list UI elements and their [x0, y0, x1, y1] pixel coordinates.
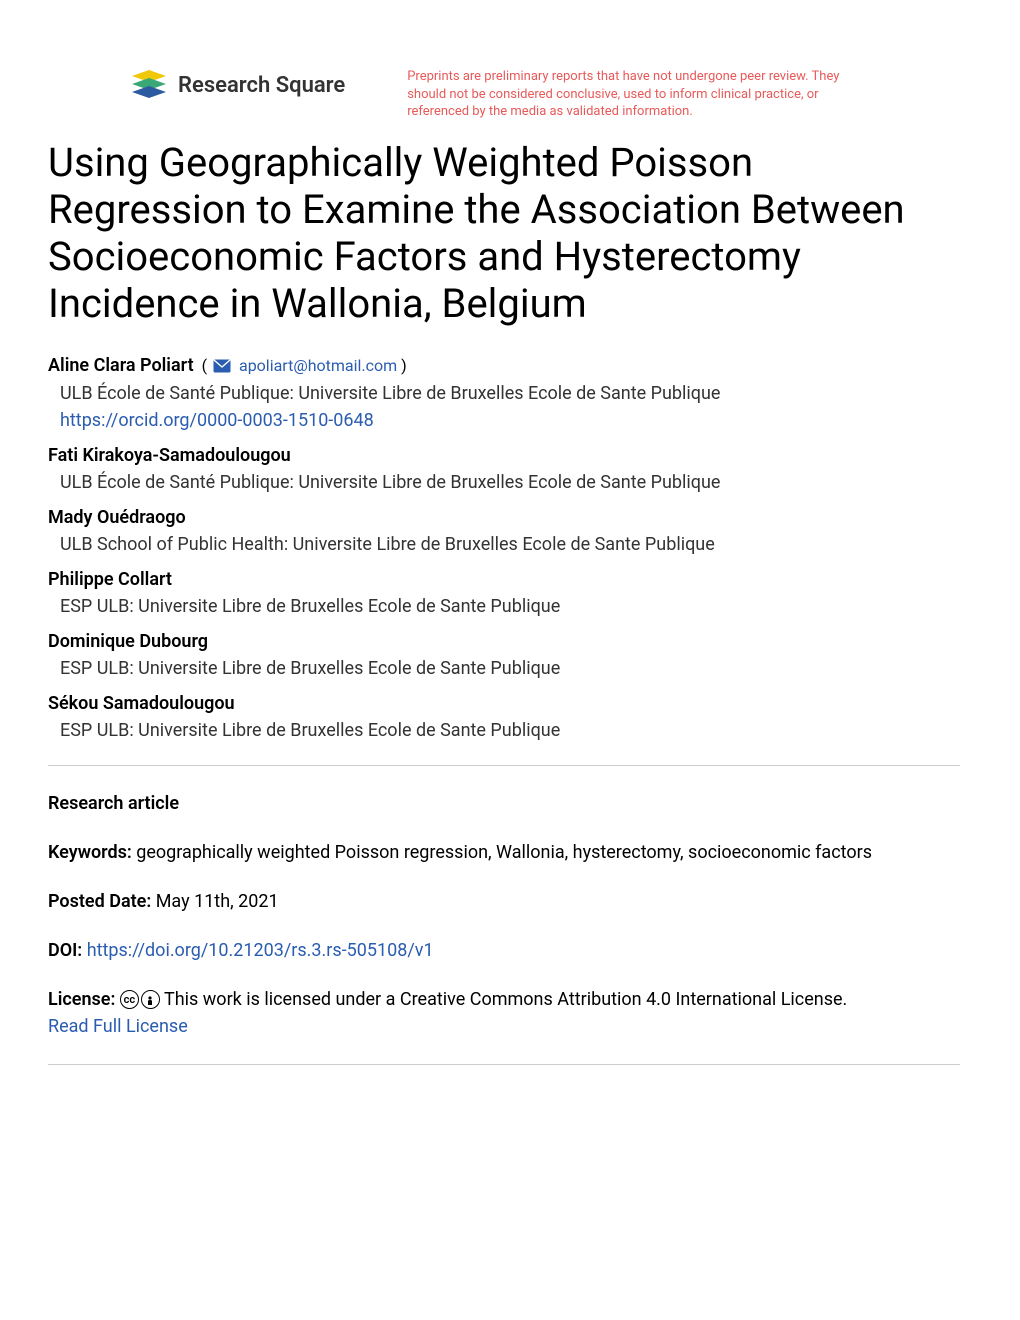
- author-affiliation: ULB École de Santé Publique: Universite …: [60, 383, 960, 404]
- author-affiliation: ULB School of Public Health: Universite …: [60, 534, 960, 555]
- doi-line: DOI: https://doi.org/10.21203/rs.3.rs-50…: [48, 937, 960, 964]
- header: Research Square Preprints are preliminar…: [48, 68, 960, 121]
- author-block: Dominique Dubourg ESP ULB: Universite Li…: [48, 631, 960, 679]
- cc-icons: cc: [120, 990, 160, 1009]
- logo-block: Research Square: [48, 68, 345, 102]
- author-name: Dominique Dubourg: [48, 631, 960, 652]
- preprint-disclaimer: Preprints are preliminary reports that h…: [407, 68, 847, 121]
- author-contact: ( apoliart@hotmail.com ): [198, 356, 407, 375]
- author-name: Mady Ouédraogo: [48, 507, 960, 528]
- author-name: Aline Clara Poliart: [48, 355, 194, 376]
- cc-by-icon: [141, 990, 160, 1009]
- author-affiliation: ESP ULB: Universite Libre de Bruxelles E…: [60, 658, 960, 679]
- license-label: License:: [48, 989, 115, 1010]
- envelope-icon: [213, 358, 231, 377]
- keywords-label: Keywords:: [48, 842, 132, 863]
- license-text: This work is licensed under a Creative C…: [164, 989, 847, 1010]
- logo-text: Research Square: [178, 73, 345, 98]
- author-email-link[interactable]: apoliart@hotmail.com: [239, 356, 397, 375]
- article-type: Research article: [48, 790, 960, 817]
- posted-date-text: May 11th, 2021: [156, 891, 279, 912]
- article-type-label: Research article: [48, 793, 179, 814]
- author-orcid-link[interactable]: https://orcid.org/0000-0003-1510-0648: [60, 410, 960, 431]
- doi-link[interactable]: https://doi.org/10.21203/rs.3.rs-505108/…: [87, 940, 434, 961]
- author-affiliation: ESP ULB: Universite Libre de Bruxelles E…: [60, 596, 960, 617]
- read-full-license-link[interactable]: Read Full License: [48, 1016, 188, 1037]
- posted-date-label: Posted Date:: [48, 891, 151, 912]
- keywords-text: geographically weighted Poisson regressi…: [136, 842, 872, 863]
- keywords-line: Keywords: geographically weighted Poisso…: [48, 839, 960, 866]
- paper-title: Using Geographically Weighted Poisson Re…: [48, 139, 960, 328]
- author-name: Sékou Samadoulougou: [48, 693, 960, 714]
- author-name: Fati Kirakoya-Samadoulougou: [48, 445, 960, 466]
- posted-date-line: Posted Date: May 11th, 2021: [48, 888, 960, 915]
- author-block: Aline Clara Poliart ( apoliart@hotmail.c…: [48, 355, 960, 430]
- doi-label: DOI:: [48, 940, 82, 961]
- license-line: License: cc This work is licensed under …: [48, 986, 960, 1040]
- author-block: Fati Kirakoya-Samadoulougou ULB École de…: [48, 445, 960, 493]
- separator: [48, 765, 960, 766]
- author-affiliation: ULB École de Santé Publique: Universite …: [60, 472, 960, 493]
- research-square-icon: [130, 68, 168, 102]
- author-name: Philippe Collart: [48, 569, 960, 590]
- author-block: Sékou Samadoulougou ESP ULB: Universite …: [48, 693, 960, 741]
- cc-icon: cc: [120, 990, 139, 1009]
- author-block: Philippe Collart ESP ULB: Universite Lib…: [48, 569, 960, 617]
- author-block: Mady Ouédraogo ULB School of Public Heal…: [48, 507, 960, 555]
- author-affiliation: ESP ULB: Universite Libre de Bruxelles E…: [60, 720, 960, 741]
- separator: [48, 1064, 960, 1065]
